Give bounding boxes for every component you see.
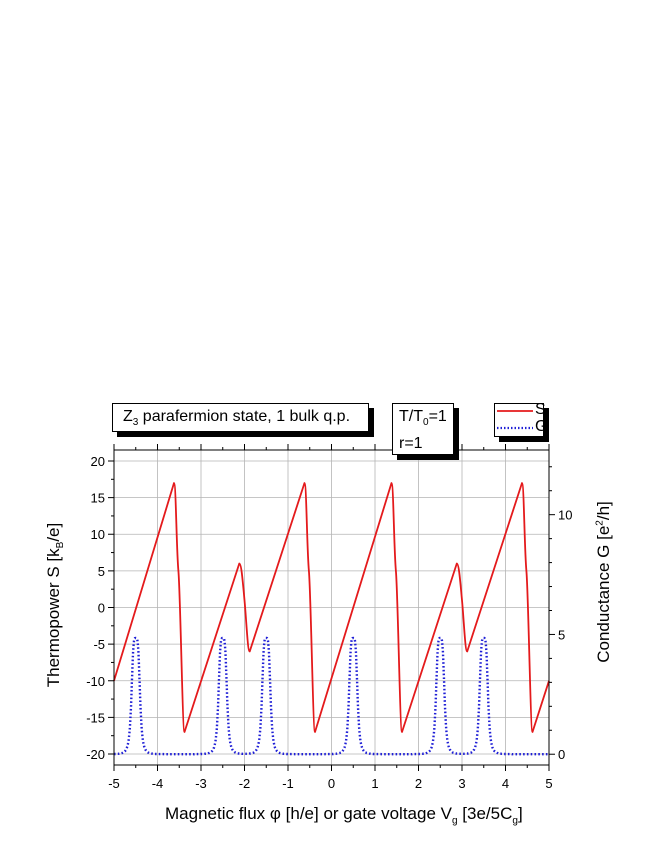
y-left-tick-label-5: 5	[98, 564, 105, 579]
params-t-sub: 0	[423, 417, 429, 429]
x-tick-label-1: -4	[152, 776, 164, 791]
title-prefix: Z	[123, 408, 133, 425]
y-left-tick-label-4: 0	[98, 601, 105, 616]
yl-title-sub: B	[55, 541, 67, 549]
params-t: T/T	[399, 408, 423, 425]
y-left-tick-label-1: -15	[86, 710, 105, 725]
y-left-tick-label-8: 20	[91, 454, 105, 469]
legend-label-g: G	[535, 418, 548, 435]
x-title-d: e/5C	[476, 804, 513, 823]
y-right-tick-label-0: 0	[558, 747, 565, 762]
y-axis-right-title: Conductance G [e2/h]	[594, 501, 614, 663]
series-s	[113, 482, 550, 733]
params-t-val: =1	[428, 408, 447, 425]
yr-title-sup: 2	[594, 520, 606, 526]
x-tick-label-8: 3	[458, 776, 465, 791]
x-tick-label-2: -3	[195, 776, 207, 791]
x-tick-label-10: 5	[545, 776, 552, 791]
x-tick-label-5: 0	[328, 776, 335, 791]
series-g	[114, 636, 549, 756]
x-title-3: 3	[467, 804, 477, 823]
x-tick-label-7: 2	[415, 776, 422, 791]
x-title-e: ]	[517, 804, 523, 823]
params-line1: T/T0=1	[399, 406, 453, 433]
y-right-tick-label-2: 10	[558, 508, 572, 523]
x-tick-label-6: 1	[371, 776, 378, 791]
line-s	[113, 482, 550, 733]
params-line2: r=1	[399, 435, 423, 453]
title-suffix: parafermion state, 1 bulk q.p.	[138, 408, 351, 425]
x-title-b: [h/e] or gate voltage V	[280, 804, 452, 823]
x-tick-label-9: 4	[502, 776, 509, 791]
yr-title-a: Conductance G [e	[594, 525, 613, 663]
x-title-a: Magnetic flux	[165, 804, 270, 823]
x-title-c: [	[457, 804, 467, 823]
y-left-tick-label-7: 15	[91, 491, 105, 506]
yl-title-a: Thermopower S [k	[43, 548, 63, 688]
x-title-sub-g: g	[451, 815, 458, 827]
params-box: T/T0=1 r=1	[392, 403, 454, 455]
y-right-tick-label-1: 5	[558, 627, 565, 642]
line-g	[114, 636, 549, 756]
x-title-phi: φ	[269, 804, 281, 823]
x-tick-label-4: -1	[282, 776, 294, 791]
legend-box	[494, 403, 544, 437]
x-tick-label-3: -2	[239, 776, 251, 791]
x-title-sub-g2: g	[512, 815, 518, 827]
y-left-tick-label-2: -10	[86, 674, 105, 689]
y-left-tick-label-6: 10	[91, 527, 105, 542]
title-box: Z3 parafermion state, 1 bulk q.p.	[112, 403, 369, 432]
y-axis-left-title: Thermopower S [kB/e]	[44, 523, 66, 687]
y-left-tick-label-3: -5	[93, 637, 105, 652]
legend-label-s: S	[535, 401, 546, 418]
title-sub: 3	[132, 417, 139, 429]
yr-title-b: /h]	[594, 501, 613, 521]
x-tick-label-0: -5	[108, 776, 120, 791]
y-left-tick-label-0: -20	[86, 747, 105, 762]
x-axis-title: Magnetic flux φ [h/e] or gate voltage Vg…	[165, 804, 523, 826]
yl-title-b: /e]	[43, 522, 63, 542]
